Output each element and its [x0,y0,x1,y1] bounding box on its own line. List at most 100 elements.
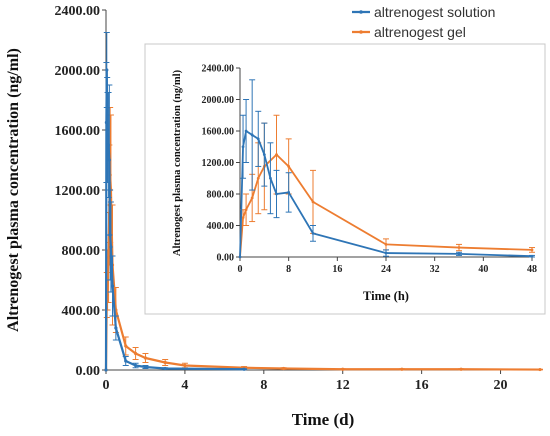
legend-item-gel: altrenogest gel [352,24,466,40]
data-point-solution [107,158,111,162]
data-point-solution [244,129,248,133]
data-point-gel [530,248,534,252]
inset-x-axis-title: Time (h) [363,289,409,303]
y-tick-label: 1600.00 [202,127,235,138]
main-x-ticks: 0 4 8 12 16 20 [103,370,508,393]
data-point-solution [238,255,242,259]
main-x-axis-title: Time (d) [292,410,355,429]
data-point-solution [163,366,167,371]
data-point-solution [262,153,266,157]
y-tick-label: 1600.00 [55,124,101,139]
data-point-solution [275,192,278,196]
y-tick-label: 1200.00 [202,158,235,169]
data-point-solution [104,120,108,125]
series-line-solution [104,68,245,371]
legend: altrenogest solution altrenogest gel [352,4,495,40]
legend-item-solution: altrenogest solution [352,4,495,20]
y-tick-label: 0.00 [76,364,101,379]
x-tick-label: 24 [381,264,391,275]
data-point-solution [250,133,254,137]
data-point-gel [311,200,315,204]
y-tick-label: 1200.00 [55,184,101,199]
y-tick-label: 800.00 [62,244,101,259]
series-solution [103,32,248,372]
data-point-solution [110,284,115,288]
inset-series-group [238,79,535,259]
data-point-gel [281,366,286,371]
x-tick-label: 8 [286,264,291,275]
data-point-gel [183,363,187,368]
data-point-gel [241,216,245,220]
y-tick-label: 800.00 [207,190,235,201]
data-point-solution [241,145,245,149]
inset-y-axis-title: Altrenogest plasma concentration (ng/ml) [172,69,183,256]
y-tick-label: 0.00 [217,253,235,264]
data-point-gel [341,367,345,371]
inset-chart: 0.00400.00800.001200.001600.002000.00240… [144,43,546,315]
data-point-gel [459,367,463,371]
series-line-gel [104,173,541,371]
data-point-solution [256,137,260,141]
legend-marker-solution [359,10,363,14]
y-tick-label: 2000.00 [202,95,235,106]
y-tick-label: 2400.00 [202,64,235,75]
data-point-gel [457,246,461,249]
data-point-solution [105,128,109,132]
x-tick-label: 8 [260,378,267,393]
data-point-gel [538,367,542,372]
data-point-solution [287,191,291,194]
x-tick-label: 48 [527,264,537,275]
data-point-solution [104,368,108,372]
data-point-solution [143,365,148,369]
x-tick-label: 32 [430,264,440,275]
y-tick-label: 400.00 [62,304,101,319]
legend-label-solution: altrenogest solution [374,4,495,20]
data-point-gel [400,367,404,371]
x-tick-label: 16 [332,264,342,275]
data-point-gel [287,165,291,168]
data-point-solution [105,68,109,72]
data-point-solution [311,231,315,235]
data-point-gel [133,351,138,356]
x-tick-label: 12 [336,378,350,393]
legend-label-gel: altrenogest gel [374,24,466,40]
data-point-gel [143,356,148,360]
x-tick-label: 40 [478,264,488,275]
data-point-solution [530,254,534,258]
data-point-solution [105,135,110,140]
legend-marker-gel [359,30,363,34]
data-point-gel [256,176,260,180]
data-point-solution [124,359,128,363]
y-tick-label: 2400.00 [55,4,101,19]
x-tick-label: 16 [415,378,429,393]
data-point-gel [275,153,278,157]
inset-x-ticks: 0 8 16 24 32 40 48 [238,257,537,275]
data-point-gel [384,243,388,246]
x-tick-label: 0 [103,378,110,393]
data-point-gel [244,208,248,212]
data-point-solution [133,363,138,368]
series-solution [238,79,535,259]
x-tick-label: 20 [494,378,508,393]
main-y-ticks: 0.00 400.00 800.00 1200.00 1600.00 2000.00 240… [55,4,106,379]
data-point-solution [457,252,461,256]
inset-frame [144,43,546,315]
data-point-solution [269,176,272,180]
data-point-solution [109,245,113,249]
main-chart: 0.00400.00800.001200.001600.002000.00240… [5,4,543,429]
data-point-gel [106,255,111,260]
data-point-gel [124,344,128,348]
y-tick-label: 400.00 [207,221,235,232]
data-point-solution [108,233,112,237]
x-tick-label: 0 [238,264,243,275]
data-point-solution [242,367,246,371]
main-y-axis-title: Altrenogest plasma concentration (ng/ml) [5,48,22,332]
data-point-solution [384,251,388,255]
data-point-gel [163,360,167,365]
y-tick-label: 2000.00 [55,64,101,79]
data-point-solution [106,143,111,147]
inset-y-ticks: 0.00 400.00 800.00 1200.00 1600.00 2000.00 240… [202,64,240,264]
data-point-solution [114,326,118,330]
x-tick-label: 4 [181,378,188,393]
